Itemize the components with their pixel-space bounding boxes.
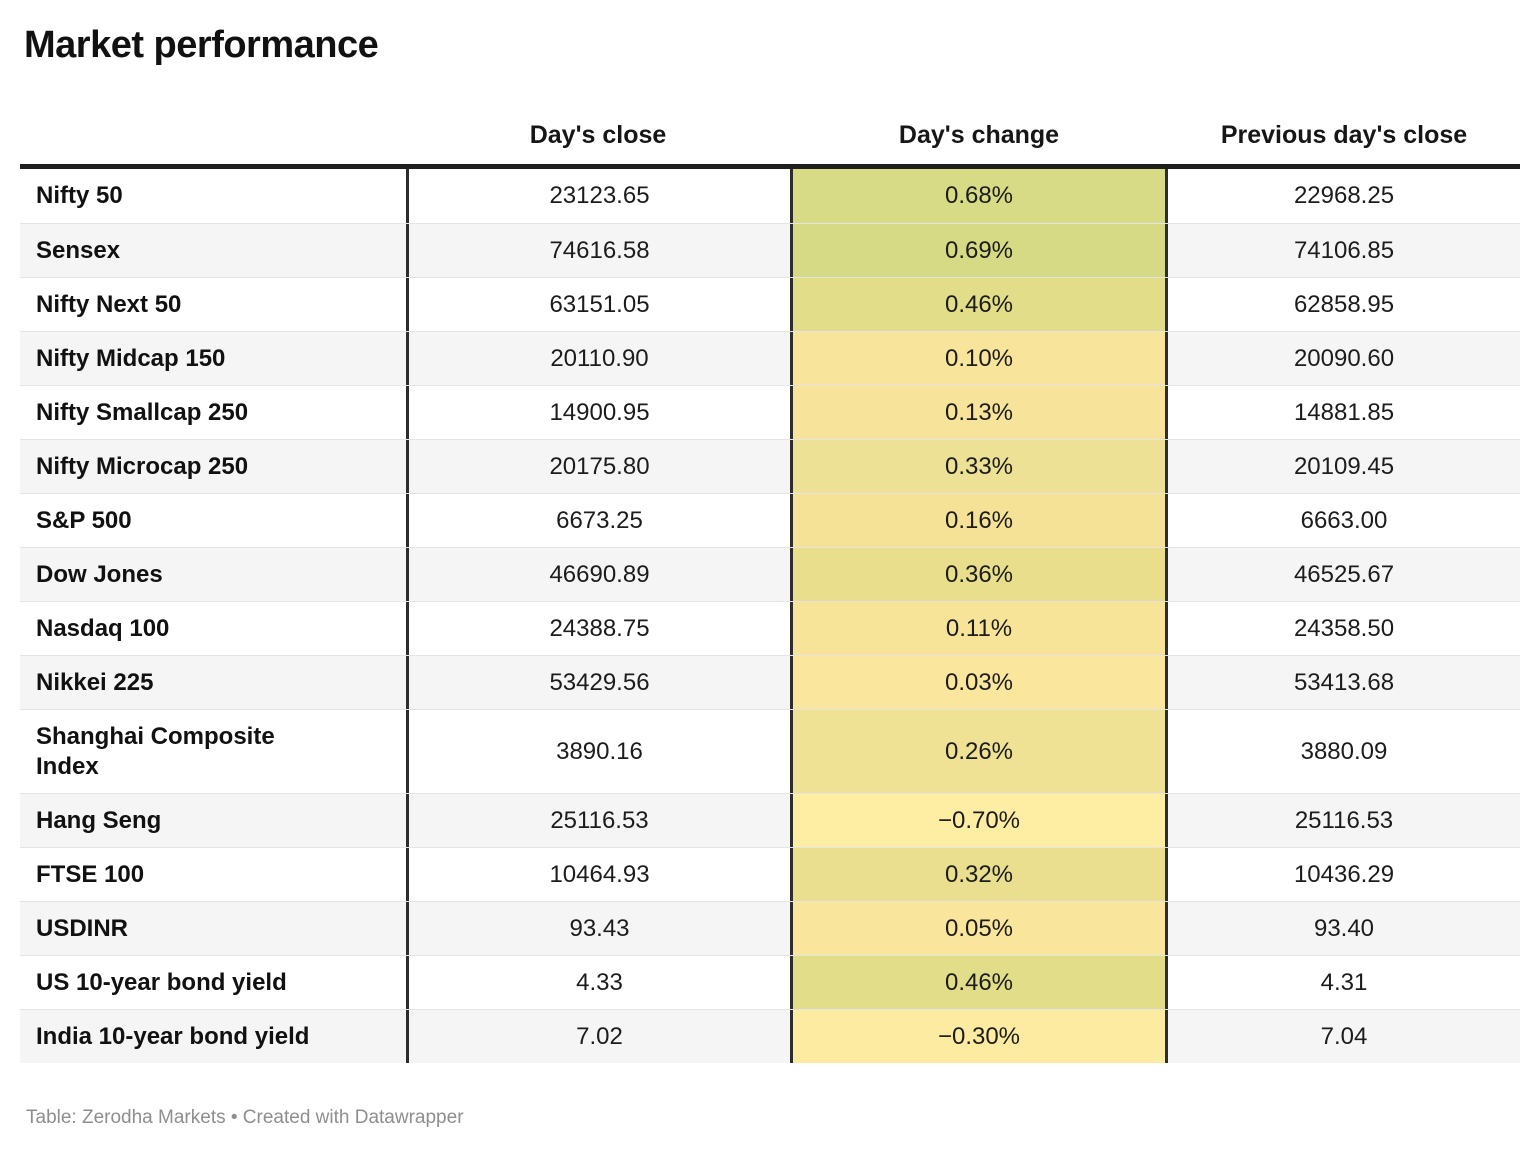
previous-days-close-value: 93.40 xyxy=(1313,914,1375,942)
days-close-value: 24388.75 xyxy=(406,602,790,655)
previous-days-close-value: 3880.09 xyxy=(1300,737,1388,765)
days-close-value: 93.43 xyxy=(406,902,790,955)
days-change-value: 0.46% xyxy=(790,956,1168,1009)
days-change-value: 0.69% xyxy=(790,224,1168,277)
days-close-value: 14900.95 xyxy=(406,386,790,439)
market-performance-table: Day's close Day's change Previous day's … xyxy=(20,67,1520,1063)
table-footer-attribution: Table: Zerodha Markets • Created with Da… xyxy=(26,1107,464,1128)
days-change-value: 0.13% xyxy=(790,386,1168,439)
previous-days-close-value: 62858.95 xyxy=(1293,290,1395,318)
previous-days-close-value: 46525.67 xyxy=(1293,560,1395,588)
column-header-days-close: Day's close xyxy=(529,121,667,149)
column-header-empty xyxy=(20,150,406,164)
row-label: S&P 500 xyxy=(36,506,132,534)
days-change-value: 0.11% xyxy=(790,602,1168,655)
row-label: Nifty Midcap 150 xyxy=(36,344,226,372)
days-close-value: 4.33 xyxy=(406,956,790,1009)
table-row: Nifty 50 23123.65 0.68% 22968.25 xyxy=(20,169,1520,223)
page: Market performance Day's close Day's cha… xyxy=(20,24,1520,1128)
days-close-value: 7.02 xyxy=(406,1010,790,1063)
row-label: US 10-year bond yield xyxy=(36,968,287,996)
previous-days-close-value: 6663.00 xyxy=(1300,506,1388,534)
row-label: Nifty Next 50 xyxy=(36,290,182,318)
table-body: Nifty 50 23123.65 0.68% 22968.25 Sensex … xyxy=(20,169,1520,1063)
table-row: Sensex 74616.58 0.69% 74106.85 xyxy=(20,223,1520,277)
days-change-value: 0.32% xyxy=(790,848,1168,901)
row-label: Dow Jones xyxy=(36,560,163,588)
previous-days-close-value: 20109.45 xyxy=(1293,452,1395,480)
days-close-value: 23123.65 xyxy=(406,169,790,223)
days-close-value: 63151.05 xyxy=(406,278,790,331)
days-change-value: 0.46% xyxy=(790,278,1168,331)
days-close-value: 53429.56 xyxy=(406,656,790,709)
row-label: Sensex xyxy=(36,236,121,264)
table-header-row: Day's close Day's change Previous day's … xyxy=(20,67,1520,169)
days-close-value: 20110.90 xyxy=(406,332,790,385)
previous-days-close-value: 24358.50 xyxy=(1293,614,1395,642)
table-row: Dow Jones 46690.89 0.36% 46525.67 xyxy=(20,547,1520,601)
days-close-value: 10464.93 xyxy=(406,848,790,901)
table-row: Nikkei 225 53429.56 0.03% 53413.68 xyxy=(20,655,1520,709)
row-label: Hang Seng xyxy=(36,806,162,834)
column-header-previous-days-close: Previous day's close xyxy=(1220,121,1468,149)
previous-days-close-value: 10436.29 xyxy=(1293,860,1395,888)
days-close-value: 20175.80 xyxy=(406,440,790,493)
days-close-value: 3890.16 xyxy=(406,710,790,793)
days-close-value: 46690.89 xyxy=(406,548,790,601)
days-change-value: 0.68% xyxy=(790,169,1168,223)
table-row: US 10-year bond yield 4.33 0.46% 4.31 xyxy=(20,955,1520,1009)
table-row: Shanghai Composite Index 3890.16 0.26% 3… xyxy=(20,709,1520,793)
table-row: Nifty Next 50 63151.05 0.46% 62858.95 xyxy=(20,277,1520,331)
previous-days-close-value: 22968.25 xyxy=(1293,182,1395,209)
previous-days-close-value: 7.04 xyxy=(1320,1022,1368,1050)
days-change-value: 0.26% xyxy=(790,710,1168,793)
table-row: S&P 500 6673.25 0.16% 6663.00 xyxy=(20,493,1520,547)
previous-days-close-value: 25116.53 xyxy=(1294,806,1394,834)
days-change-value: −0.70% xyxy=(790,794,1168,847)
days-change-value: 0.05% xyxy=(790,902,1168,955)
days-change-value: 0.10% xyxy=(790,332,1168,385)
days-change-value: 0.33% xyxy=(790,440,1168,493)
previous-days-close-value: 4.31 xyxy=(1320,968,1368,996)
table-row: Nifty Smallcap 250 14900.95 0.13% 14881.… xyxy=(20,385,1520,439)
table-row: Hang Seng 25116.53 −0.70% 25116.53 xyxy=(20,793,1520,847)
previous-days-close-value: 20090.60 xyxy=(1293,344,1395,372)
table-row: FTSE 100 10464.93 0.32% 10436.29 xyxy=(20,847,1520,901)
column-header-days-change: Day's change xyxy=(898,121,1060,149)
table-row: Nifty Microcap 250 20175.80 0.33% 20109.… xyxy=(20,439,1520,493)
days-change-value: −0.30% xyxy=(790,1010,1168,1063)
page-title: Market performance xyxy=(24,24,379,66)
table-row: India 10-year bond yield 7.02 −0.30% 7.0… xyxy=(20,1009,1520,1063)
table-row: Nifty Midcap 150 20110.90 0.10% 20090.60 xyxy=(20,331,1520,385)
days-close-value: 74616.58 xyxy=(406,224,790,277)
row-label: Nikkei 225 xyxy=(36,668,154,696)
row-label: Nifty Microcap 250 xyxy=(36,452,249,480)
row-label: FTSE 100 xyxy=(36,860,145,888)
row-label: Nifty 50 xyxy=(36,182,123,209)
row-label: Shanghai Composite Index xyxy=(36,722,275,780)
previous-days-close-value: 53413.68 xyxy=(1293,668,1395,696)
row-label: Nifty Smallcap 250 xyxy=(36,398,249,426)
days-close-value: 6673.25 xyxy=(406,494,790,547)
days-close-value: 25116.53 xyxy=(406,794,790,847)
table-row: USDINR 93.43 0.05% 93.40 xyxy=(20,901,1520,955)
row-label: India 10-year bond yield xyxy=(36,1022,310,1050)
row-label: Nasdaq 100 xyxy=(36,614,170,642)
previous-days-close-value: 74106.85 xyxy=(1293,236,1395,264)
days-change-value: 0.03% xyxy=(790,656,1168,709)
days-change-value: 0.16% xyxy=(790,494,1168,547)
days-change-value: 0.36% xyxy=(790,548,1168,601)
previous-days-close-value: 14881.85 xyxy=(1293,398,1395,426)
table-row: Nasdaq 100 24388.75 0.11% 24358.50 xyxy=(20,601,1520,655)
row-label: USDINR xyxy=(36,914,129,942)
